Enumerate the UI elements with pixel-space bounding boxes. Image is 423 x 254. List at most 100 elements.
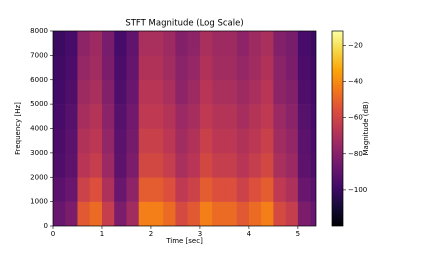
heatmap-cell: [53, 201, 66, 226]
heatmap-cell: [101, 201, 115, 226]
heatmap-cell: [236, 152, 250, 178]
heatmap-cell: [126, 128, 140, 154]
heatmap-cell: [310, 177, 316, 202]
y-tick-label: 1000: [30, 198, 48, 206]
heatmap-cell: [285, 152, 299, 178]
heatmap-cell: [187, 104, 201, 129]
heatmap-cell: [297, 128, 311, 154]
heatmap-cell: [187, 79, 201, 105]
heatmap-cell: [261, 201, 274, 226]
heatmap-cell: [138, 55, 152, 81]
heatmap-cell: [89, 31, 103, 56]
y-axis-label: Frequency [Hz]: [14, 102, 22, 155]
heatmap-cell: [273, 31, 286, 56]
heatmap-cell: [187, 31, 201, 56]
heatmap-cell: [310, 152, 316, 178]
heatmap-cell: [297, 152, 311, 178]
heatmap-cell: [163, 152, 176, 178]
heatmap-cell: [187, 201, 201, 226]
heatmap-cell: [150, 177, 164, 202]
heatmap-cell: [273, 152, 286, 178]
heatmap-cell: [261, 31, 274, 56]
heatmap-cell: [126, 177, 140, 202]
heatmap-cell: [248, 104, 262, 129]
colorbar-tick-label: −80: [348, 150, 363, 158]
heatmap-cell: [310, 55, 316, 81]
heatmap-cell: [261, 79, 274, 105]
x-tick-label: 2: [149, 230, 153, 238]
heatmap-cell: [114, 152, 127, 178]
heatmap-cell: [150, 152, 164, 178]
heatmap-cell: [89, 152, 103, 178]
heatmap-cell: [126, 31, 140, 56]
heatmap-cell: [53, 55, 66, 81]
heatmap-cell: [285, 31, 299, 56]
heatmap-cell: [114, 177, 127, 202]
heatmap-cell: [297, 31, 311, 56]
x-tick-label: 5: [296, 230, 300, 238]
heatmap-cell: [150, 128, 164, 154]
heatmap-cell: [236, 128, 250, 154]
heatmap-cell: [187, 128, 201, 154]
heatmap-cell: [53, 177, 66, 202]
heatmap-cell: [285, 79, 299, 105]
heatmap-cell: [285, 55, 299, 81]
heatmap-cell: [163, 104, 176, 129]
heatmap-cell: [163, 201, 176, 226]
heatmap-cell: [236, 31, 250, 56]
colorbar-tick-label: −40: [348, 78, 363, 86]
colorbar-tick-label: −60: [348, 114, 363, 122]
heatmap-cell: [236, 201, 250, 226]
heatmap-cell: [114, 31, 127, 56]
x-tick-label: 3: [198, 230, 202, 238]
heatmap-cell: [126, 201, 140, 226]
heatmap-cell: [114, 201, 127, 226]
heatmap-cell: [297, 104, 311, 129]
heatmap-cell: [77, 177, 91, 202]
heatmap-cell: [77, 128, 91, 154]
heatmap-cell: [138, 152, 152, 178]
heatmap-cell: [261, 128, 274, 154]
heatmap-cell: [261, 177, 274, 202]
heatmap-cell: [273, 201, 286, 226]
heatmap-cell: [310, 31, 316, 56]
heatmap-cell: [126, 79, 140, 105]
heatmap-cell: [224, 201, 237, 226]
heatmap-cell: [65, 201, 78, 226]
y-tick-label: 2000: [30, 173, 48, 181]
heatmap-cell: [150, 55, 164, 81]
heatmap-cell: [224, 128, 237, 154]
heatmap-cell: [114, 104, 127, 129]
heatmap-cell: [163, 79, 176, 105]
heatmap-cell: [175, 31, 188, 56]
heatmap-cell: [101, 31, 115, 56]
heatmap-cell: [77, 31, 91, 56]
heatmap-cell: [175, 177, 188, 202]
heatmap-cell: [53, 104, 66, 129]
heatmap-cell: [273, 79, 286, 105]
heatmap-cell: [65, 177, 78, 202]
heatmap-cell: [65, 79, 78, 105]
heatmap-cell: [138, 128, 152, 154]
heatmap-cell: [273, 128, 286, 154]
heatmap-cell: [248, 128, 262, 154]
heatmap-cell: [248, 31, 262, 56]
heatmap-cell: [163, 177, 176, 202]
heatmap-cell: [89, 128, 103, 154]
heatmap-cell: [212, 104, 225, 129]
heatmap-cell: [224, 79, 237, 105]
heatmap-cell: [224, 177, 237, 202]
heatmap-cell: [236, 104, 250, 129]
heatmap-cell: [199, 55, 213, 81]
heatmap-cell: [53, 128, 66, 154]
heatmap-cell: [175, 55, 188, 81]
heatmap-cell: [114, 79, 127, 105]
heatmap-cell: [212, 201, 225, 226]
heatmap-cell: [224, 55, 237, 81]
chart-title: STFT Magnitude (Log Scale): [125, 19, 243, 29]
heatmap-cell: [212, 152, 225, 178]
heatmap-cell: [77, 55, 91, 81]
heatmap-cell: [212, 177, 225, 202]
y-tick-label: 5000: [30, 100, 48, 108]
heatmap-cell: [273, 55, 286, 81]
